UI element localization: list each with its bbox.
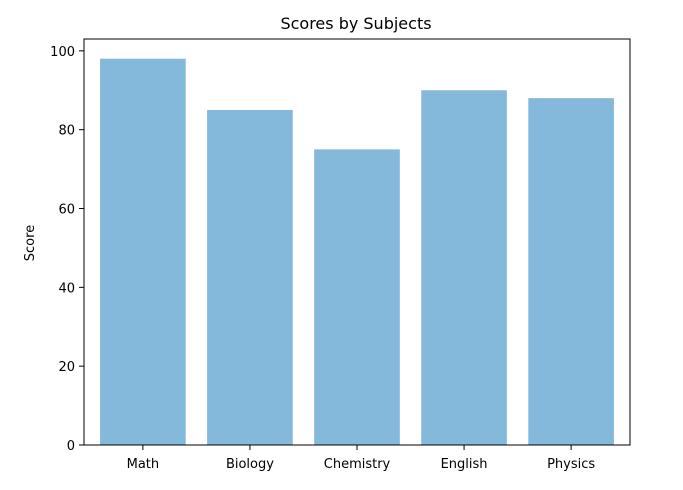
- y-tick-label: 40: [58, 281, 75, 296]
- ticks-layer: Math Biology Chemistry English Physics 0 20 40 6…: [50, 45, 595, 472]
- y-tick-label: 100: [50, 45, 75, 60]
- x-tick-label: Chemistry: [324, 457, 391, 472]
- y-tick-label: 80: [58, 124, 75, 139]
- chart-title: Scores by Subjects: [280, 14, 431, 33]
- y-axis-label: Score: [23, 225, 38, 261]
- x-tick-label: Math: [127, 457, 160, 472]
- bar-english: [421, 90, 507, 446]
- y-tick-label: 60: [58, 202, 75, 217]
- bar-chemistry: [314, 149, 400, 445]
- x-tick-label: English: [441, 457, 488, 472]
- bars-layer: [100, 58, 614, 446]
- bar-biology: [207, 109, 293, 445]
- x-tick-label: Physics: [547, 457, 595, 472]
- x-tick-label: Biology: [226, 457, 274, 472]
- bar-math: [100, 58, 186, 446]
- bar-physics: [528, 98, 614, 445]
- y-tick-label: 20: [58, 360, 75, 375]
- y-tick-label: 0: [67, 439, 75, 454]
